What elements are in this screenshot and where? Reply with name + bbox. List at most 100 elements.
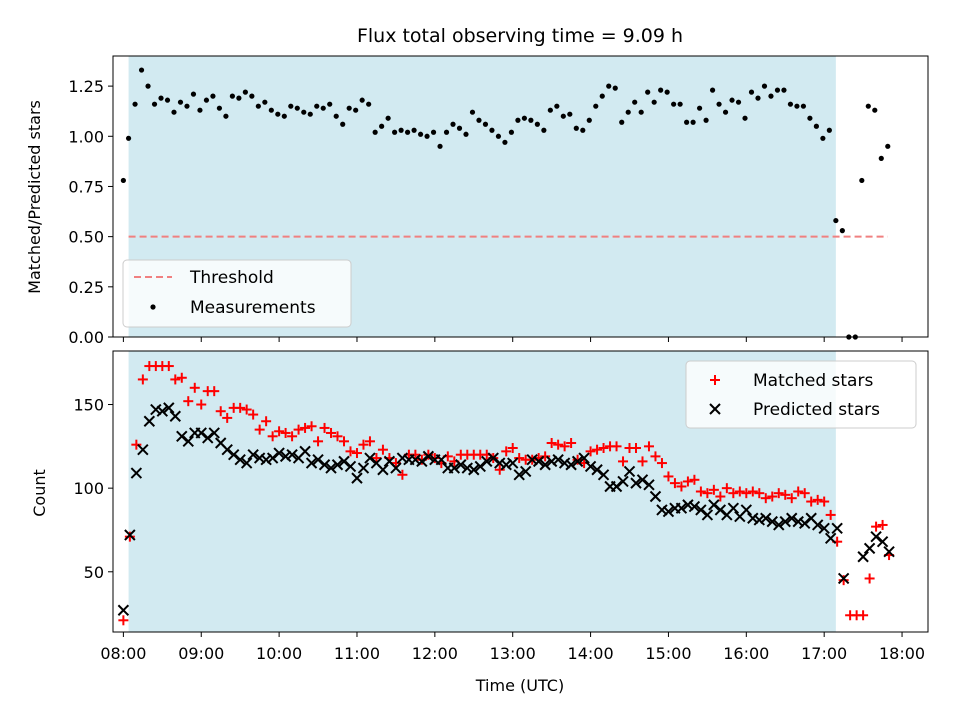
measurement-point (456, 125, 463, 131)
matched-point (572, 454, 583, 465)
matched-point (643, 441, 654, 452)
predicted-point (623, 465, 636, 478)
measurement-point (573, 125, 579, 131)
measurement-point (560, 113, 566, 119)
predicted-point (481, 455, 493, 468)
measurement-point (833, 217, 839, 224)
measurement-point (385, 115, 391, 121)
matched-point (300, 422, 311, 433)
measurement-point (138, 67, 145, 73)
measurement-point (885, 143, 891, 149)
matched-point (423, 449, 434, 460)
predicted-point (312, 454, 324, 466)
measurement-point (651, 99, 657, 105)
matched-point (838, 575, 849, 586)
predicted-point (701, 509, 714, 521)
matched-point (695, 486, 706, 497)
matched-point (566, 437, 577, 448)
bottom-panel: 50 100 150 08:00 09:00 10:00 11:00 12:00 13:00 14… (73, 350, 929, 663)
matched-point (170, 374, 181, 385)
measurement-point (249, 93, 255, 99)
matched-point (254, 424, 265, 435)
measurement-point (151, 101, 158, 107)
matched-point (215, 406, 226, 417)
predicted-point (519, 465, 532, 478)
measurement-point (508, 129, 515, 135)
measurement-point (120, 177, 126, 184)
predicted-point (240, 457, 253, 469)
predicted-point (253, 452, 266, 464)
matched-point (339, 436, 350, 447)
measurement-point (145, 83, 151, 89)
x-tick-label: 11:00 (334, 644, 380, 663)
matched-point (631, 443, 642, 454)
matched-point (663, 471, 674, 482)
bottom-ylabel: Count (30, 469, 49, 517)
measurement-point (190, 91, 197, 97)
matched-point (650, 451, 661, 462)
measurement-point (599, 93, 605, 99)
predicted-point (221, 443, 233, 456)
measurement-point (528, 117, 534, 123)
top-panel: 0.00 0.25 0.50 0.75 1.00 1.25 Threshold Measure… (68, 55, 929, 347)
predicted-point (461, 462, 473, 474)
matched-point (319, 422, 330, 433)
matched-point (287, 431, 298, 442)
predicted-point (176, 430, 188, 443)
predicted-point (137, 443, 149, 456)
measurement-point (729, 97, 735, 103)
legend-measurement-swatch (150, 304, 156, 310)
predicted-point (682, 499, 694, 511)
predicted-point (416, 455, 428, 468)
measurement-point (404, 129, 411, 135)
matched-point (618, 456, 629, 467)
measurement-point (515, 117, 521, 123)
measurement-point (664, 89, 670, 95)
matched-point (754, 488, 765, 499)
axes-frame (112, 55, 929, 338)
measurement-point (684, 119, 690, 125)
predicted-point (468, 464, 480, 476)
predicted-point (740, 504, 753, 516)
predicted-point (305, 457, 318, 469)
measurement-point (774, 87, 781, 93)
measurement-point (716, 101, 722, 107)
measurement-point (632, 99, 638, 105)
legend-matched-swatch (710, 375, 720, 385)
predicted-point (143, 415, 156, 427)
matched-point (241, 404, 252, 415)
x-tick-label: 12:00 (412, 644, 458, 663)
x-tick-label: 15:00 (645, 644, 691, 663)
predicted-point (818, 522, 830, 535)
measurement-point (288, 103, 294, 109)
measurement-point (158, 95, 164, 101)
measurement-point (437, 143, 443, 149)
measurement-point (606, 83, 612, 89)
matched-point (747, 486, 758, 497)
predicted-point (863, 542, 876, 555)
measurement-point (242, 89, 248, 95)
predicted-point (338, 455, 350, 468)
predicted-point (208, 427, 220, 439)
matched-point (773, 488, 784, 499)
predicted-point (708, 499, 720, 511)
predicted-point (247, 448, 259, 461)
measurement-point (229, 93, 235, 99)
x-tick-label: 13:00 (490, 644, 536, 663)
matched-point (494, 464, 505, 475)
measurement-point (761, 83, 768, 89)
matched-point (858, 610, 869, 621)
predicted-point (636, 474, 649, 486)
predicted-point (169, 410, 182, 422)
matched-point (702, 488, 713, 499)
predicted-point (831, 522, 843, 535)
predicted-point (344, 460, 357, 473)
measurement-point (275, 111, 281, 117)
measurement-point (262, 99, 268, 105)
x-tick-label: 10:00 (256, 644, 302, 663)
measurement-point (580, 127, 586, 133)
matched-point (501, 446, 512, 457)
measurement-point (463, 131, 469, 137)
predicted-point (130, 467, 143, 479)
measurement-point (366, 101, 372, 107)
